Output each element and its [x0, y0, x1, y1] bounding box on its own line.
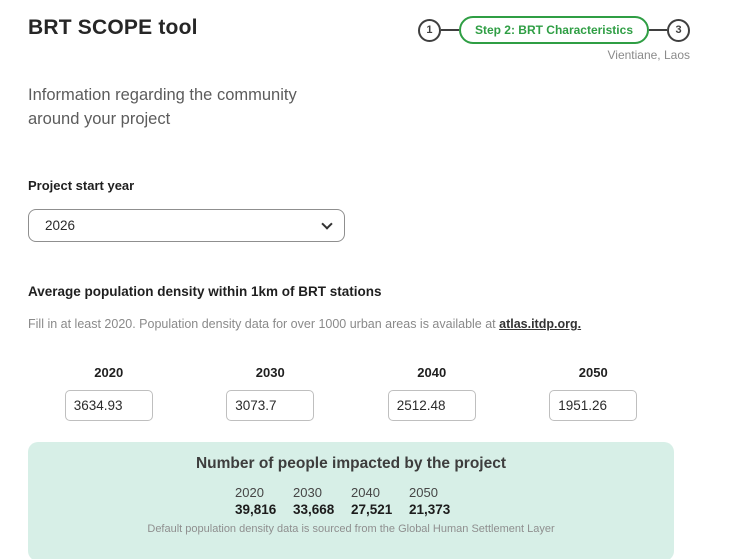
project-start-year-label: Project start year: [28, 177, 135, 193]
stepper-block: 1 Step 2: BRT Characteristics 3 Vientian…: [417, 16, 690, 62]
density-input-2050[interactable]: [549, 389, 638, 421]
stepper-connector: [649, 29, 667, 31]
impact-values-row: 39,816 33,668 27,521 21,373: [235, 501, 467, 518]
density-input-2040[interactable]: [387, 389, 476, 421]
impact-year-cell: 2050: [409, 484, 438, 500]
density-column-2050: 2050: [549, 364, 638, 421]
density-hint-text: Fill in at least 2020. Population densit…: [28, 316, 500, 331]
density-column-2020: 2020: [64, 364, 153, 421]
impact-panel: Number of people impacted by the project…: [28, 441, 674, 559]
stepper-step-1[interactable]: 1: [417, 18, 441, 42]
project-start-year-select[interactable]: 2026: [28, 208, 345, 242]
impact-value-cell: 33,668: [293, 501, 335, 517]
main-content: Information regarding the community arou…: [0, 84, 736, 559]
density-year-header: 2050: [578, 364, 608, 380]
impact-value-cell: 21,373: [409, 501, 451, 517]
project-location-label: Vientiane, Laos: [607, 48, 690, 62]
impact-value-cell: 39,816: [235, 501, 277, 517]
density-column-2030: 2030: [226, 364, 315, 421]
impact-year-cell: 2040: [351, 484, 380, 500]
stepper-step-3[interactable]: 3: [667, 18, 690, 42]
stepper-connector: [440, 29, 459, 31]
density-column-2040: 2040: [387, 364, 476, 421]
page-header: BRT SCOPE tool 1 Step 2: BRT Characteris…: [0, 0, 736, 62]
intro-text: Information regarding the community arou…: [28, 86, 297, 128]
impact-year-cell: 2030: [293, 484, 322, 500]
atlas-link[interactable]: atlas.itdp.org.: [499, 316, 582, 331]
impact-years-row: 2020 2030 2040 2050: [235, 484, 467, 501]
density-input-2020[interactable]: [64, 389, 153, 421]
density-year-header: 2020: [94, 364, 124, 380]
impact-table: 2020 2030 2040 2050 39,816 33,668 27,521…: [235, 484, 467, 518]
impact-value-cell: 27,521: [351, 501, 393, 517]
project-start-year-select-wrap: 2026: [28, 208, 345, 242]
page-title: BRT SCOPE tool: [28, 16, 198, 39]
density-input-2030[interactable]: [226, 389, 315, 421]
density-year-header: 2040: [417, 364, 447, 380]
density-section-heading: Average population density within 1km of…: [28, 283, 382, 299]
impact-footnote: Default population density data is sourc…: [147, 522, 555, 535]
density-inputs-grid: 2020 2030 2040 2050: [28, 365, 674, 421]
density-year-header: 2030: [255, 364, 285, 380]
stepper: 1 Step 2: BRT Characteristics 3: [417, 16, 690, 44]
stepper-step-2-current[interactable]: Step 2: BRT Characteristics: [458, 16, 649, 44]
impact-year-cell: 2020: [235, 484, 264, 500]
impact-panel-title: Number of people impacted by the project: [195, 454, 507, 472]
density-hint: Fill in at least 2020. Population densit…: [28, 317, 674, 331]
